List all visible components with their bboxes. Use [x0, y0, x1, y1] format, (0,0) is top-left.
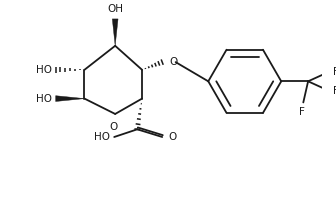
Text: OH: OH	[107, 4, 123, 14]
Text: HO: HO	[94, 132, 111, 142]
Text: F: F	[299, 107, 305, 117]
Text: O: O	[109, 122, 117, 132]
Text: HO: HO	[36, 94, 52, 104]
Text: O: O	[168, 132, 176, 142]
Polygon shape	[56, 96, 84, 101]
Text: F: F	[333, 67, 336, 77]
Text: O: O	[169, 57, 177, 67]
Polygon shape	[112, 19, 118, 46]
Text: F: F	[333, 86, 336, 96]
Text: HO: HO	[36, 65, 52, 75]
